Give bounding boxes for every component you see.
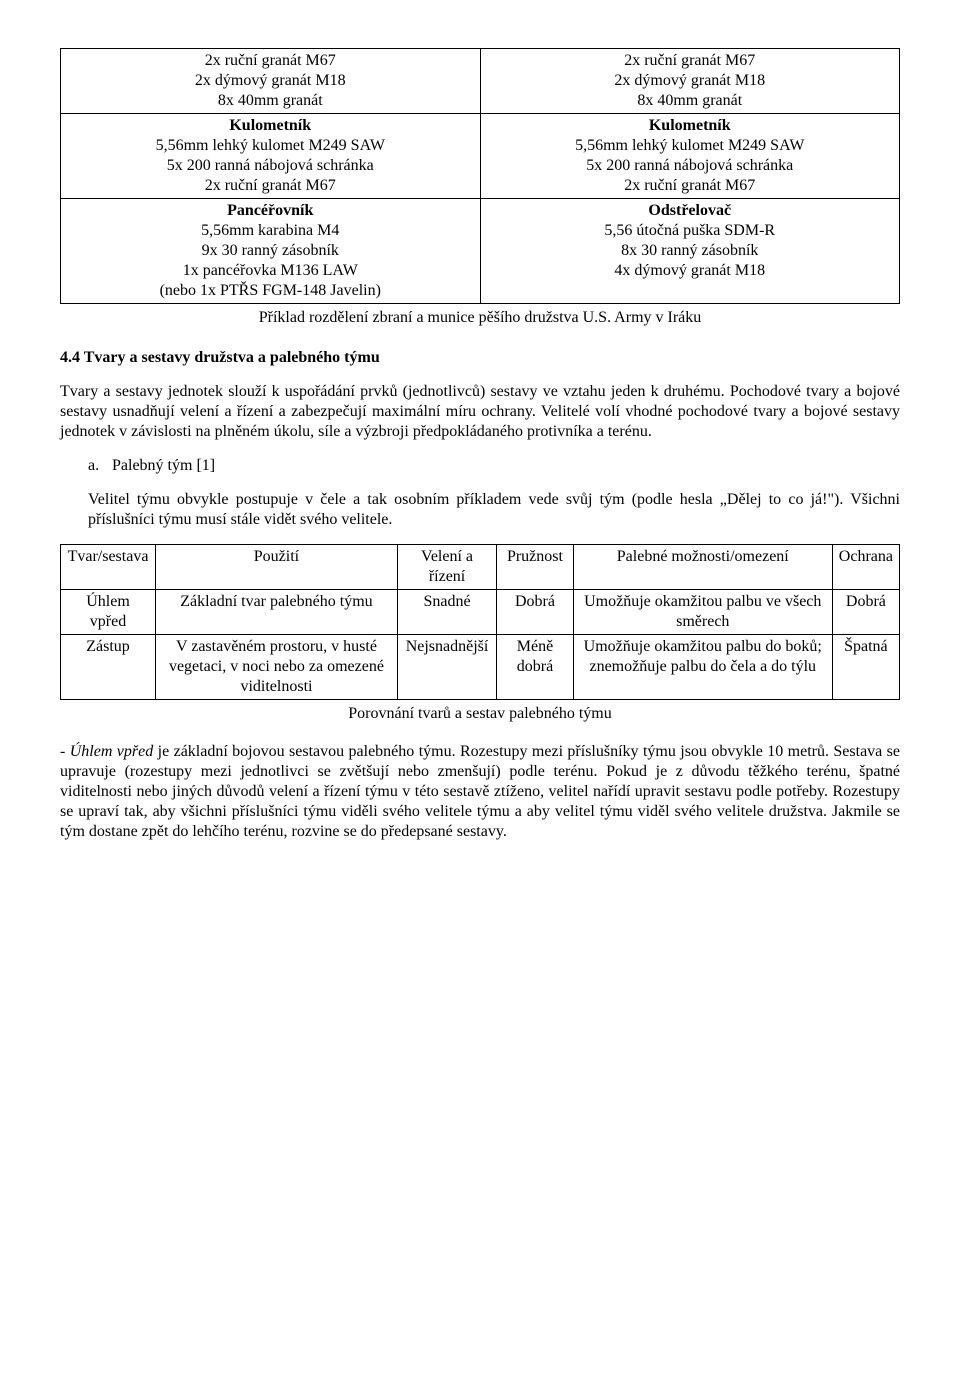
weapons-table-caption: Příklad rozdělení zbraní a munice pěšího… — [60, 308, 900, 328]
cell-line: 5,56 útočná puška SDM-R — [487, 221, 894, 241]
cell-line: 5,56mm lehký kulomet M249 SAW — [487, 136, 894, 156]
table-header: Velení a řízení — [397, 545, 496, 590]
table-cell: Snadné — [397, 590, 496, 635]
table-cell: Kulometník 5,56mm lehký kulomet M249 SAW… — [61, 114, 481, 199]
table-cell: Špatná — [832, 635, 899, 700]
cell-line: 2x dýmový granát M18 — [487, 71, 894, 91]
cell-line: 4x dýmový granát M18 — [487, 261, 894, 281]
table-cell: Kulometník 5,56mm lehký kulomet M249 SAW… — [480, 114, 900, 199]
table-row: Úhlem vpřed Základní tvar palebného týmu… — [61, 590, 900, 635]
cell-title: Kulometník — [487, 116, 894, 136]
cell-line: 5x 200 ranná nábojová schránka — [67, 156, 474, 176]
cell-line: 8x 30 ranný zásobník — [487, 241, 894, 261]
dash-italic: Úhlem vpřed — [70, 743, 154, 760]
dash-paragraph: - Úhlem vpřed je základní bojovou sestav… — [60, 742, 900, 842]
body-paragraph-2: Velitel týmu obvykle postupuje v čele a … — [88, 490, 900, 530]
cell-title: Pancéřovník — [67, 201, 474, 221]
cell-line: (nebo 1x PTŘS FGM-148 Javelin) — [67, 281, 474, 301]
cell-line: 9x 30 ranný zásobník — [67, 241, 474, 261]
cell-line: 2x ruční granát M67 — [487, 51, 894, 71]
cell-line: 1x pancéřovka M136 LAW — [67, 261, 474, 281]
table-cell: V zastavěném prostoru, v husté vegetaci,… — [156, 635, 398, 700]
dash-lead: - — [60, 743, 70, 760]
cell-line: 8x 40mm granát — [67, 91, 474, 111]
table-header: Použití — [156, 545, 398, 590]
cell-line: 2x ruční granát M67 — [67, 51, 474, 71]
cell-line: 5,56mm lehký kulomet M249 SAW — [67, 136, 474, 156]
table-cell: Nejsnadnější — [397, 635, 496, 700]
cell-line: 2x ruční granát M67 — [67, 176, 474, 196]
section-title: 4.4 Tvary a sestavy družstva a palebného… — [60, 348, 900, 368]
table-cell: Odstřelovač 5,56 útočná puška SDM-R 8x 3… — [480, 199, 900, 304]
table-cell: Pancéřovník 5,56mm karabina M4 9x 30 ran… — [61, 199, 481, 304]
cell-title: Odstřelovač — [487, 201, 894, 221]
list-item-a: a. Palebný tým [1] — [88, 456, 900, 476]
list-label: a. — [88, 456, 108, 476]
cell-line: 8x 40mm granát — [487, 91, 894, 111]
cell-line: 2x ruční granát M67 — [487, 176, 894, 196]
table-cell: Umožňuje okamžitou palbu ve všech směrec… — [573, 590, 832, 635]
cell-line: 5x 200 ranná nábojová schránka — [487, 156, 894, 176]
table-row: Zástup V zastavěném prostoru, v husté ve… — [61, 635, 900, 700]
table-cell: Zástup — [61, 635, 156, 700]
weapons-table: 2x ruční granát M67 2x dýmový granát M18… — [60, 48, 900, 304]
table-header: Pružnost — [497, 545, 574, 590]
cell-title: Kulometník — [67, 116, 474, 136]
cell-line: 2x dýmový granát M18 — [67, 71, 474, 91]
table-header: Palebné možnosti/omezení — [573, 545, 832, 590]
body-paragraph-1: Tvary a sestavy jednotek slouží k uspořá… — [60, 382, 900, 442]
table-cell: Dobrá — [832, 590, 899, 635]
table-header: Tvar/sestava — [61, 545, 156, 590]
formations-table-caption: Porovnání tvarů a sestav palebného týmu — [60, 704, 900, 724]
table-cell: 2x ruční granát M67 2x dýmový granát M18… — [480, 49, 900, 114]
dash-rest: je základní bojovou sestavou palebného t… — [60, 743, 900, 840]
table-cell: 2x ruční granát M67 2x dýmový granát M18… — [61, 49, 481, 114]
table-cell: Umožňuje okamžitou palbu do boků; znemož… — [573, 635, 832, 700]
list-text: Palebný tým [1] — [112, 457, 215, 474]
cell-line: 5,56mm karabina M4 — [67, 221, 474, 241]
table-cell: Dobrá — [497, 590, 574, 635]
table-cell: Základní tvar palebného týmu — [156, 590, 398, 635]
table-header: Ochrana — [832, 545, 899, 590]
table-cell: Méně dobrá — [497, 635, 574, 700]
formations-table: Tvar/sestava Použití Velení a řízení Pru… — [60, 544, 900, 700]
table-cell: Úhlem vpřed — [61, 590, 156, 635]
